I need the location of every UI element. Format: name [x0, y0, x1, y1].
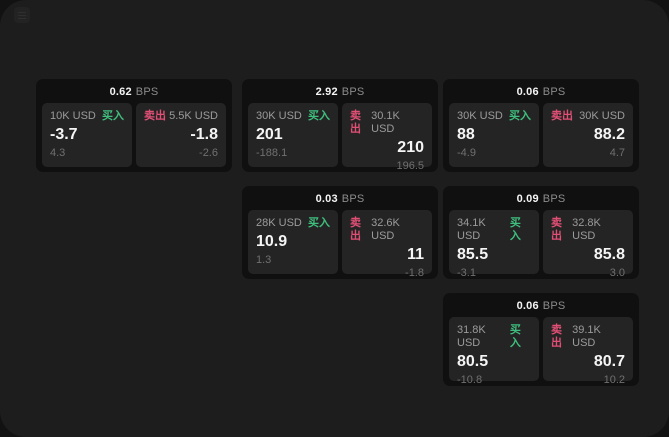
quote-card: 0.03 BPS 28K USD 买入 10.9 1.3 卖出 32.6K USD…	[242, 186, 438, 279]
sell-side-label: 卖出	[551, 324, 562, 349]
sell-side-label: 卖出	[144, 110, 166, 122]
hamburger-icon	[18, 14, 26, 16]
sell-panel[interactable]: 卖出 5.5K USD -1.8 -2.6	[136, 103, 226, 167]
buy-value: 201	[256, 126, 283, 143]
buy-amount: 28K USD	[256, 217, 302, 229]
bps-value: 0.09	[516, 193, 539, 205]
buy-sell-panels: 34.1K USD 买入 85.5 -3.1 卖出 32.8K USD 85.8…	[449, 210, 633, 279]
buy-panel[interactable]: 34.1K USD 买入 85.5 -3.1	[449, 210, 539, 279]
sell-sub-value: 4.7	[609, 147, 625, 159]
buy-value: -3.7	[50, 126, 78, 143]
sell-value: 210	[397, 139, 424, 156]
sell-amount: 30.1K USD	[371, 110, 400, 135]
sell-amount: 32.6K USD	[371, 217, 400, 242]
bps-value: 0.06	[516, 86, 539, 98]
quote-card: 0.62 BPS 10K USD 买入 -3.7 4.3 卖出 5.5K USD …	[36, 79, 232, 172]
sell-side-label: 卖出	[551, 110, 573, 122]
buy-sub-value: -188.1	[256, 147, 288, 159]
buy-sell-panels: 31.8K USD 买入 80.5 -10.8 卖出 39.1K USD 80.…	[449, 317, 633, 386]
sell-side-label: 卖出	[350, 217, 361, 242]
buy-sub-value: 4.3	[50, 147, 66, 159]
sell-value: 80.7	[593, 353, 625, 370]
sell-panel[interactable]: 卖出 32.8K USD 85.8 3.0	[543, 210, 633, 279]
sell-amount: 5.5K USD	[169, 110, 218, 122]
menu-icon[interactable]	[14, 7, 30, 23]
bps-value: 2.92	[315, 86, 338, 98]
bps-unit-label: BPS	[341, 86, 365, 98]
bps-value: 0.06	[516, 300, 539, 312]
bps-header: 0.09 BPS	[449, 192, 633, 206]
buy-value: 80.5	[457, 353, 489, 370]
quote-card: 0.06 BPS 30K USD 买入 88 -4.9 卖出 30K USD 88…	[443, 79, 639, 172]
buy-sell-panels: 30K USD 买入 201 -188.1 卖出 30.1K USD 210 1…	[248, 103, 432, 172]
sell-sub-value: 3.0	[609, 267, 625, 279]
bps-unit-label: BPS	[542, 193, 566, 205]
buy-side-label: 买入	[509, 217, 521, 242]
buy-amount: 34.1K USD	[457, 217, 486, 242]
quote-card: 2.92 BPS 30K USD 买入 201 -188.1 卖出 30.1K U…	[242, 79, 438, 172]
sell-sub-value: -2.6	[199, 147, 218, 159]
sell-value: 88.2	[593, 126, 625, 143]
sell-sub-value: -1.8	[405, 267, 424, 279]
sell-value: 85.8	[593, 246, 625, 263]
buy-amount: 10K USD	[50, 110, 96, 122]
sell-value: 11	[407, 246, 424, 263]
bps-value: 0.03	[315, 193, 338, 205]
bps-header: 0.03 BPS	[248, 192, 432, 206]
buy-value: 88	[457, 126, 475, 143]
buy-sell-panels: 28K USD 买入 10.9 1.3 卖出 32.6K USD 11 -1.8	[248, 210, 432, 279]
quote-card: 0.06 BPS 31.8K USD 买入 80.5 -10.8 卖出 39.1K…	[443, 293, 639, 386]
buy-side-label: 买入	[308, 110, 330, 122]
bps-unit-label: BPS	[542, 300, 566, 312]
buy-sell-panels: 10K USD 买入 -3.7 4.3 卖出 5.5K USD -1.8 -2.…	[42, 103, 226, 167]
buy-value: 10.9	[256, 233, 288, 250]
bps-header: 2.92 BPS	[248, 85, 432, 99]
buy-panel[interactable]: 31.8K USD 买入 80.5 -10.8	[449, 317, 539, 386]
sell-side-label: 卖出	[350, 110, 361, 135]
sell-sub-value: 196.5	[396, 160, 424, 172]
sell-panel[interactable]: 卖出 30K USD 88.2 4.7	[543, 103, 633, 167]
buy-sell-panels: 30K USD 买入 88 -4.9 卖出 30K USD 88.2 4.7	[449, 103, 633, 167]
buy-side-label: 买入	[308, 217, 330, 229]
sell-amount: 39.1K USD	[572, 324, 601, 349]
sell-panel[interactable]: 卖出 32.6K USD 11 -1.8	[342, 210, 432, 279]
bps-unit-label: BPS	[542, 86, 566, 98]
buy-panel[interactable]: 30K USD 买入 88 -4.9	[449, 103, 539, 167]
bps-header: 0.06 BPS	[449, 85, 633, 99]
buy-value: 85.5	[457, 246, 489, 263]
quote-card: 0.09 BPS 34.1K USD 买入 85.5 -3.1 卖出 32.8K …	[443, 186, 639, 279]
buy-sub-value: -3.1	[457, 267, 476, 279]
bps-unit-label: BPS	[135, 86, 159, 98]
buy-side-label: 买入	[102, 110, 124, 122]
buy-amount: 30K USD	[457, 110, 503, 122]
bps-header: 0.62 BPS	[42, 85, 226, 99]
buy-sub-value: -4.9	[457, 147, 476, 159]
bps-unit-label: BPS	[341, 193, 365, 205]
bps-header: 0.06 BPS	[449, 299, 633, 313]
sell-amount: 32.8K USD	[572, 217, 601, 242]
buy-side-label: 买入	[509, 110, 531, 122]
sell-amount: 30K USD	[579, 110, 625, 122]
buy-panel[interactable]: 10K USD 买入 -3.7 4.3	[42, 103, 132, 167]
buy-side-label: 买入	[509, 324, 521, 349]
sell-panel[interactable]: 卖出 30.1K USD 210 196.5	[342, 103, 432, 172]
buy-panel[interactable]: 28K USD 买入 10.9 1.3	[248, 210, 338, 274]
buy-amount: 30K USD	[256, 110, 302, 122]
sell-sub-value: 10.2	[603, 374, 625, 386]
buy-sub-value: -10.8	[457, 374, 483, 386]
buy-panel[interactable]: 30K USD 买入 201 -188.1	[248, 103, 338, 167]
bps-value: 0.62	[109, 86, 132, 98]
buy-sub-value: 1.3	[256, 254, 272, 266]
sell-value: -1.8	[190, 126, 218, 143]
buy-amount: 31.8K USD	[457, 324, 486, 349]
sell-side-label: 卖出	[551, 217, 562, 242]
sell-panel[interactable]: 卖出 39.1K USD 80.7 10.2	[543, 317, 633, 386]
